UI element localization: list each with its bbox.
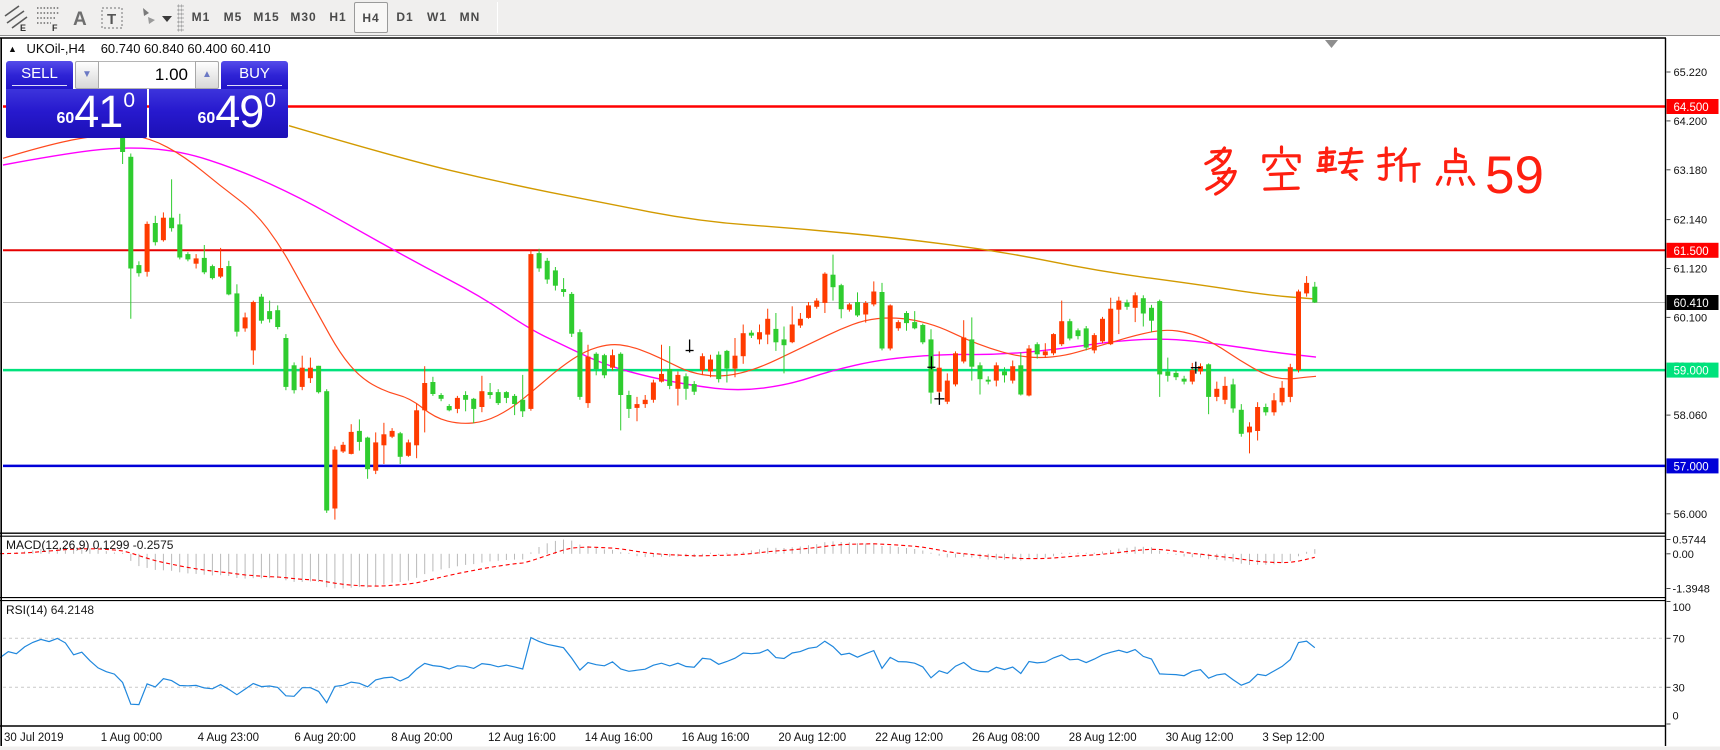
- ma-slow-gold: [288, 125, 1317, 300]
- timeframe-button-m30[interactable]: M30: [290, 10, 317, 24]
- text-tool-icon[interactable]: T: [98, 3, 126, 33]
- time-axis-label: 8 Aug 20:00: [391, 732, 452, 744]
- svg-text:57.000: 57.000: [1674, 461, 1709, 473]
- timeframe-button-m5[interactable]: M5: [223, 10, 243, 24]
- rsi-axis-label: 70: [1673, 633, 1685, 645]
- sell-button[interactable]: SELL: [6, 61, 73, 89]
- symbol-collapse-icon[interactable]: ▲: [8, 44, 17, 54]
- time-axis-label: 6 Aug 20:00: [294, 732, 355, 744]
- volume-input[interactable]: [99, 61, 195, 89]
- toolbar-separator: [497, 2, 498, 33]
- volume-increase-button[interactable]: ▲: [195, 61, 219, 89]
- rsi-label: RSI(14) 64.2148: [6, 603, 94, 617]
- price-tag-60.410: 60.410: [1666, 295, 1719, 310]
- svg-text:64.500: 64.500: [1674, 102, 1709, 114]
- price-tag-64.500: 64.500: [1666, 99, 1719, 114]
- time-axis-label: 4 Aug 23:00: [198, 732, 259, 744]
- rsi-axis-label: 100: [1673, 602, 1691, 614]
- price-axis-label: 60.100: [1674, 312, 1708, 324]
- buy-price-display[interactable]: 60 49 0: [149, 89, 288, 138]
- volume-decrease-button[interactable]: ▼: [75, 61, 99, 89]
- chart-toolbar: E F A T: [0, 0, 1720, 36]
- price-tag-59.000: 59.000: [1666, 362, 1719, 378]
- time-axis-label: 14 Aug 16:00: [585, 732, 653, 744]
- fibonacci-tool-icon[interactable]: F: [34, 3, 62, 33]
- timeframe-button-m1[interactable]: M1: [191, 10, 211, 24]
- candlestick-series: [120, 132, 1318, 520]
- svg-text:61.500: 61.500: [1674, 246, 1709, 258]
- toolbar-grip[interactable]: [177, 4, 184, 32]
- svg-text:E: E: [20, 23, 26, 32]
- chart-title: ▲ UKOil-,H4 60.740 60.840 60.400 60.410: [8, 41, 271, 57]
- chart-annotation-number: 59: [1485, 146, 1544, 205]
- price-tag-61.500: 61.500: [1666, 242, 1719, 258]
- svg-text:60.410: 60.410: [1674, 298, 1709, 310]
- time-axis-label: 28 Aug 12:00: [1069, 732, 1137, 744]
- macd-axis-label: 0.00: [1673, 549, 1694, 561]
- chart-marker: [1190, 361, 1201, 374]
- time-axis-label: 3 Sep 12:00: [1262, 732, 1324, 744]
- time-axis-label: 1 Aug 00:00: [101, 732, 162, 744]
- macd-histogram: [0, 539, 1316, 589]
- price-axis-label: 58.060: [1674, 410, 1708, 422]
- rsi-axis-label: 0: [1673, 711, 1679, 723]
- svg-text:A: A: [73, 9, 87, 30]
- time-axis-label: 30 Jul 2019: [4, 732, 63, 744]
- price-axis-label: 64.200: [1674, 116, 1708, 128]
- price-tag-57.000: 57.000: [1666, 458, 1719, 474]
- macd-signal-line: [0, 543, 1315, 587]
- text-label-tool-icon[interactable]: A: [66, 3, 94, 33]
- rsi-axis-label: 30: [1673, 682, 1685, 694]
- timeframe-button-d1[interactable]: D1: [396, 10, 414, 24]
- macd-axis-label: -1.3948: [1673, 584, 1710, 596]
- svg-text:59.000: 59.000: [1674, 366, 1709, 378]
- price-axis-label: 65.220: [1674, 67, 1708, 79]
- equidistant-channel-tool-icon[interactable]: E: [2, 3, 30, 33]
- time-axis-label: 12 Aug 16:00: [488, 732, 556, 744]
- time-axis-label: 22 Aug 12:00: [875, 732, 943, 744]
- buy-button[interactable]: BUY: [221, 61, 288, 89]
- ohlc-values: 60.740 60.840 60.400 60.410: [100, 41, 271, 56]
- svg-text:F: F: [52, 23, 58, 32]
- macd-label: MACD(12,26,9) 0.1299 -0.2575: [6, 538, 174, 552]
- macd-axis-label: 0.5744: [1673, 535, 1707, 547]
- time-axis-label: 20 Aug 12:00: [778, 732, 846, 744]
- time-axis-label: 16 Aug 16:00: [682, 732, 750, 744]
- arrows-tool-icon[interactable]: [134, 3, 174, 33]
- chart-shift-marker: [1325, 40, 1338, 48]
- time-axis-label: 30 Aug 12:00: [1166, 732, 1234, 744]
- price-axis-label: 63.180: [1674, 165, 1708, 177]
- timeframe-button-w1[interactable]: W1: [427, 10, 447, 24]
- price-axis[interactable]: 65.220 64.200 63.180 62.140 61.120 60.100 59.0…: [1666, 67, 1719, 521]
- timeframe-button-h4[interactable]: H4: [354, 2, 388, 33]
- timeframe-button-mn[interactable]: MN: [459, 10, 481, 24]
- ma-mid-magenta: [2, 147, 1317, 391]
- sell-price-display[interactable]: 60 41 0: [6, 89, 147, 138]
- time-axis-label: 26 Aug 08:00: [972, 732, 1040, 744]
- chart-annotation-text: [1204, 145, 1476, 196]
- time-axis[interactable]: 30 Jul 2019 1 Aug 00:00 4 Aug 23:00 6 Aug 2…: [4, 732, 1324, 744]
- svg-text:T: T: [107, 11, 116, 28]
- chart-marker: [685, 339, 694, 353]
- timeframe-button-h1[interactable]: H1: [329, 10, 347, 24]
- timeframe-button-m15[interactable]: M15: [253, 10, 280, 24]
- price-axis-label: 61.120: [1674, 264, 1708, 276]
- rsi-line: [0, 636, 1316, 706]
- symbol-name: UKOil-,H4: [26, 41, 86, 56]
- price-axis-label: 56.000: [1674, 509, 1708, 521]
- chart-marker: [927, 356, 936, 370]
- chart-marker: [934, 392, 945, 405]
- price-axis-label: 62.140: [1674, 215, 1708, 227]
